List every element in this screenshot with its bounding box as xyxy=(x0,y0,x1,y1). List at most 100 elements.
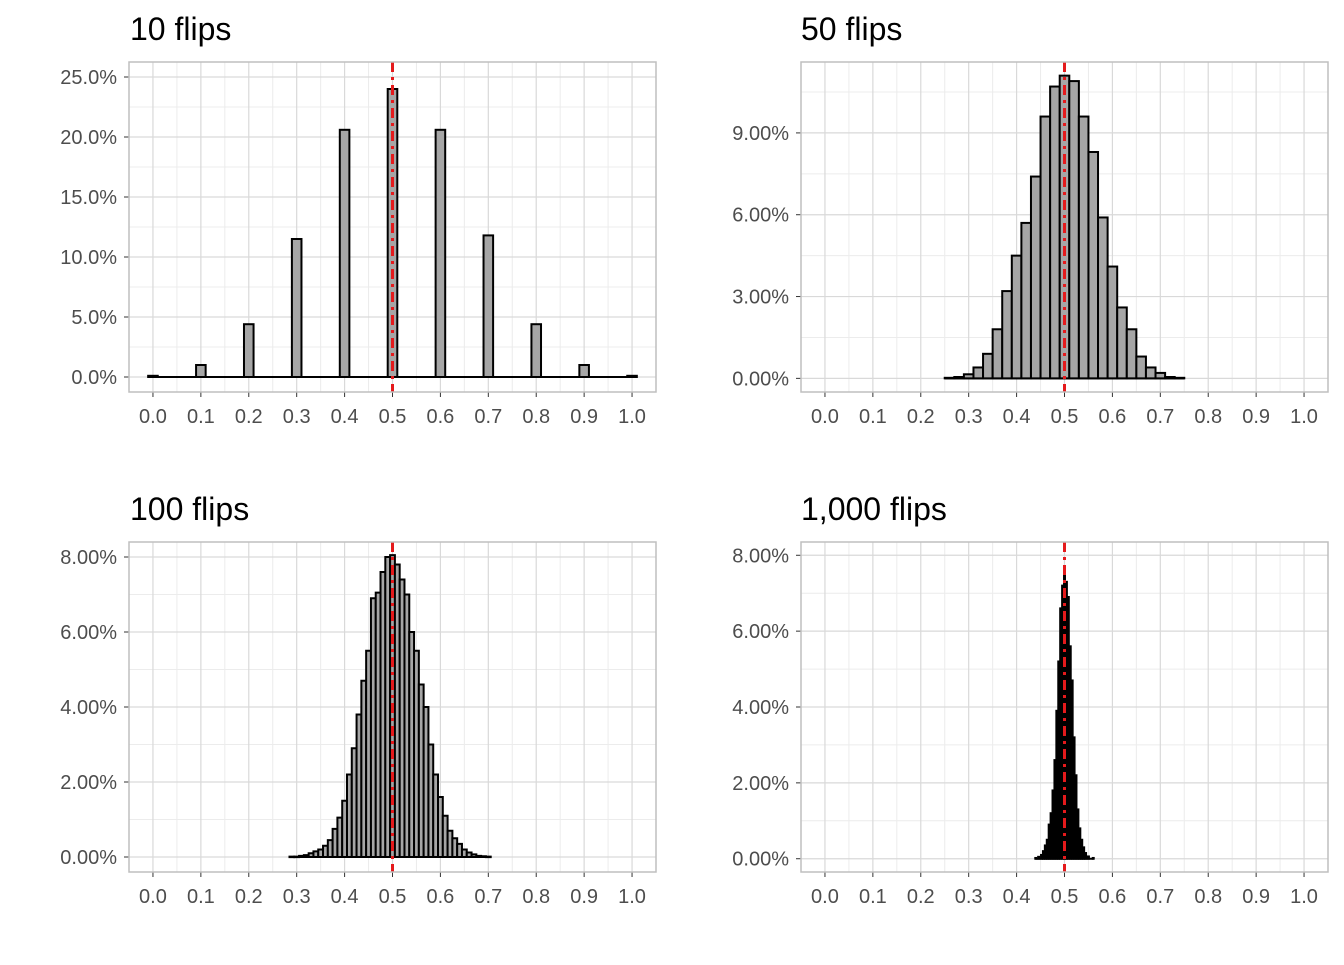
y-tick-label: 20.0% xyxy=(60,127,117,149)
x-tick-label: 0.6 xyxy=(427,886,455,908)
panel-100-flips: 100 flips 0.0 0.1 0.2 0.3 0.4 0.5 0.6 0.7 0.8 0.9 1… xyxy=(60,491,657,908)
y-tick-label: 10.0% xyxy=(60,247,117,269)
x-tick-label: 0.4 xyxy=(331,886,359,908)
histogram-bar xyxy=(982,352,994,380)
histogram-bar xyxy=(1164,376,1176,380)
y-tick-label: 9.00% xyxy=(732,123,789,145)
x-tick-label: 0.1 xyxy=(187,406,215,428)
x-tick-label: 0.2 xyxy=(235,406,263,428)
histogram-bar xyxy=(1091,856,1095,860)
histogram-bar xyxy=(972,366,985,380)
y-tick-label: 2.00% xyxy=(732,773,789,795)
x-tick-label: 1.0 xyxy=(618,406,646,428)
x-tick-label: 0.4 xyxy=(1003,406,1031,428)
x-tick-label: 0.5 xyxy=(379,406,407,428)
panel-border xyxy=(128,541,657,873)
x-tick-label: 0.0 xyxy=(139,886,167,908)
panel-1000-flips: 1,000 flips 0.0 0.1 0.2 0.3 0.4 0.5 0.6 0.7 0.8 0.… xyxy=(732,491,1329,908)
histogram-bar xyxy=(1034,856,1038,860)
histogram-bar xyxy=(1045,838,1049,860)
x-tick-label: 0.5 xyxy=(1051,886,1079,908)
y-tick-label: 8.00% xyxy=(732,545,789,567)
x-tick-label: 0.8 xyxy=(1194,406,1222,428)
x-tick-label: 0.7 xyxy=(474,886,502,908)
y-tick-label: 0.0% xyxy=(71,367,117,389)
histogram-bar xyxy=(1135,355,1147,380)
histogram-bar xyxy=(578,364,590,378)
y-tick-label: 6.00% xyxy=(732,205,789,227)
x-tick-label: 0.5 xyxy=(379,886,407,908)
x-tick-label: 0.9 xyxy=(570,886,598,908)
x-tick-label: 1.0 xyxy=(1290,406,1318,428)
y-tick-label: 5.0% xyxy=(71,307,117,329)
histogram-bar xyxy=(1049,812,1053,860)
histogram-bar xyxy=(338,128,351,378)
histogram-bar xyxy=(1076,808,1080,860)
histogram-bar xyxy=(1001,290,1013,380)
x-tick-label: 0.3 xyxy=(283,886,311,908)
histogram-bar xyxy=(953,376,965,380)
x-tick-label: 0.6 xyxy=(427,406,455,428)
histogram-bar xyxy=(1059,607,1063,860)
x-tick-label: 0.8 xyxy=(1194,886,1222,908)
histogram-bar xyxy=(626,374,638,378)
histogram-bar xyxy=(1068,80,1080,380)
histogram-bar xyxy=(1082,846,1086,860)
histogram-bar xyxy=(1106,265,1119,380)
histogram-bar xyxy=(434,128,447,378)
x-tick-label: 0.2 xyxy=(907,406,935,428)
histogram-bar xyxy=(1039,115,1052,380)
x-tick-label: 0.9 xyxy=(570,406,598,428)
histogram-bar xyxy=(1029,175,1042,380)
y-tick-label: 2.00% xyxy=(60,772,117,794)
panel-title: 100 flips xyxy=(130,491,249,527)
histogram-bar xyxy=(147,374,159,378)
histogram-bar xyxy=(1068,645,1072,860)
x-tick-label: 0.0 xyxy=(811,886,839,908)
histogram-bar xyxy=(1173,376,1186,380)
histogram-bar xyxy=(1055,709,1059,860)
y-tick-label: 3.00% xyxy=(732,287,789,309)
y-tick-label: 15.0% xyxy=(60,187,117,209)
histogram-bar xyxy=(1072,736,1076,860)
histogram-bar xyxy=(530,323,543,379)
x-tick-label: 0.9 xyxy=(1242,406,1270,428)
y-tick-label: 0.00% xyxy=(732,368,789,390)
histogram-bar xyxy=(1074,774,1078,860)
histogram-bar xyxy=(1037,855,1041,860)
histogram-bar xyxy=(195,364,207,378)
x-tick-label: 0.1 xyxy=(187,886,215,908)
histogram-bar xyxy=(1078,827,1082,860)
histogram-bar xyxy=(1020,221,1032,380)
panel-title: 10 flips xyxy=(130,11,231,47)
histogram-bar xyxy=(943,376,956,380)
histogram-bar xyxy=(1144,366,1157,380)
x-tick-label: 0.4 xyxy=(1003,886,1031,908)
panel-10-flips: 10 flips 0.0 0.1 0.2 0.3 0.4 0.5 0.6 0.7 0.8 0.9 1.… xyxy=(60,11,657,428)
y-tick-label: 6.00% xyxy=(732,621,789,643)
x-tick-label: 0.3 xyxy=(955,886,983,908)
x-tick-label: 0.6 xyxy=(1099,886,1127,908)
panel-border xyxy=(800,61,1329,393)
histogram-bar xyxy=(1116,306,1128,380)
histogram-bar xyxy=(482,234,495,378)
panel-border xyxy=(800,541,1329,873)
x-tick-label: 0.1 xyxy=(859,406,887,428)
histogram-bar xyxy=(1070,679,1074,860)
x-tick-label: 1.0 xyxy=(1290,886,1318,908)
panel-50-flips: 50 flips 0.0 0.1 0.2 0.3 0.4 0.5 0.6 0.7 0.8 0.9 1.… xyxy=(732,11,1329,428)
x-tick-label: 0.8 xyxy=(522,406,550,428)
x-tick-label: 0.5 xyxy=(1051,406,1079,428)
x-tick-label: 1.0 xyxy=(618,886,646,908)
x-tick-label: 0.3 xyxy=(955,406,983,428)
histogram-bar xyxy=(242,323,255,379)
x-tick-label: 0.0 xyxy=(139,406,167,428)
histogram-bar xyxy=(1051,789,1055,860)
x-tick-label: 0.7 xyxy=(1146,406,1174,428)
panel-title: 50 flips xyxy=(801,11,902,47)
x-tick-label: 0.7 xyxy=(474,406,502,428)
x-tick-label: 0.8 xyxy=(522,886,550,908)
histogram-bar xyxy=(1047,823,1051,860)
